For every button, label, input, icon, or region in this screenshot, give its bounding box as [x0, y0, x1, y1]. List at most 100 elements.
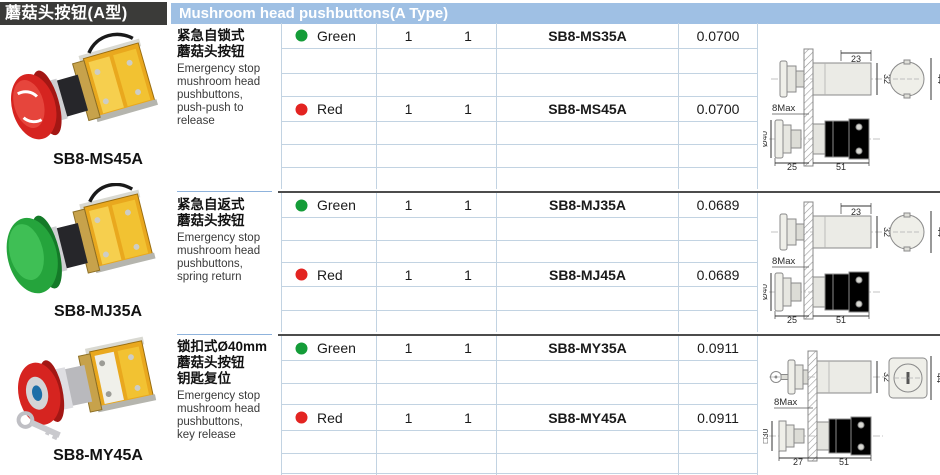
- divider: [177, 191, 272, 192]
- green-dot-icon: [295, 342, 308, 354]
- description-en-line: Emergency stop: [177, 390, 261, 402]
- color-name: Green: [317, 27, 356, 44]
- description-cn-line: 紧急自锁式: [177, 28, 245, 43]
- product-description: 紧急自返式 蘑菇头按钮 Emergency stop mushroom head…: [177, 197, 279, 284]
- product-photo-mushroom-red-icon: [10, 32, 158, 140]
- svg-text:32: 32: [882, 227, 892, 237]
- no-contacts-cell: 1: [404, 266, 413, 283]
- key-icon: [16, 411, 61, 441]
- svg-text:51: 51: [839, 457, 849, 465]
- svg-text:8Max: 8Max: [772, 103, 795, 114]
- weight-cell: 0.0689: [696, 197, 740, 213]
- svg-text:51: 51: [836, 315, 846, 323]
- weight-cell: 0.0911: [697, 340, 739, 356]
- svg-text:8Max: 8Max: [774, 397, 797, 408]
- description-cn-line: 蘑菇头按钮: [177, 44, 245, 59]
- table-row-empty: [282, 361, 757, 384]
- no-contacts-cell: 1: [404, 197, 413, 213]
- description-en-line: pushbuttons,: [177, 258, 243, 270]
- green-dot-icon: [295, 29, 308, 42]
- table-row: Green 1 1 SB8-MJ35A 0.0689: [282, 193, 757, 218]
- description-en-line: Emergency stop: [177, 232, 261, 244]
- product-description: 紧急自锁式 蘑菇头按钮 Emergency stop mushroom head…: [177, 28, 279, 128]
- description-en-line: spring return: [177, 271, 242, 283]
- description-en-line: mushroom head: [177, 76, 261, 88]
- svg-text:25: 25: [787, 315, 797, 323]
- product-photo-mushroom-green-icon: [6, 183, 156, 294]
- color-name: Green: [317, 197, 356, 213]
- description-en-line: mushroom head: [177, 403, 261, 415]
- product-model-caption: SB8-MJ35A: [53, 303, 143, 320]
- color-cell: Green: [282, 193, 377, 217]
- table-row-empty: [282, 384, 757, 405]
- table-row: Green 1 1 SB8-MS35A 0.0700: [282, 23, 757, 49]
- color-name: Red: [317, 266, 343, 283]
- table-row-empty: [282, 241, 757, 263]
- divider: [177, 334, 272, 335]
- table-row-empty: [282, 218, 757, 241]
- svg-text:32: 32: [882, 74, 892, 84]
- model-cell: SB8-MS45A: [497, 97, 679, 121]
- table-row-empty: [282, 431, 757, 454]
- description-en-line: Emergency stop: [177, 63, 261, 75]
- nc-contacts-cell: 1: [440, 405, 497, 430]
- svg-text:23: 23: [851, 207, 861, 217]
- weight-cell: 0.0700: [696, 101, 740, 117]
- nc-contacts-cell: 1: [440, 23, 497, 48]
- description-cn-line: 紧急自返式: [177, 197, 245, 212]
- divider: [278, 191, 940, 193]
- color-cell: Red: [282, 263, 377, 286]
- table-row-empty: [282, 122, 757, 145]
- description-cn-line: 锁扣式Ø40mm: [177, 339, 268, 354]
- table-row-empty: [282, 311, 757, 332]
- table-row-empty: [282, 454, 757, 475]
- model-cell: SB8-MY45A: [497, 405, 679, 430]
- weight-cell: 0.0911: [697, 409, 739, 426]
- svg-text:44: 44: [935, 373, 940, 383]
- table-section: Green 1 1 SB8-MJ35A 0.0689 Red 1 1 SB8-M…: [281, 193, 758, 332]
- no-contacts-cell: 1: [404, 409, 413, 426]
- svg-text:51: 51: [836, 162, 846, 170]
- svg-text:25: 25: [787, 162, 797, 170]
- description-cn-line: 钥匙复位: [177, 371, 231, 386]
- divider: [278, 334, 940, 336]
- color-name: Red: [317, 409, 343, 426]
- model-cell: SB8-MJ45A: [497, 263, 679, 286]
- model-cell: SB8-MJ35A: [497, 193, 679, 217]
- svg-text:8Max: 8Max: [772, 256, 795, 267]
- color-cell: Green: [282, 336, 377, 360]
- svg-text:27: 27: [793, 457, 803, 465]
- dimension-drawing: 23 32 44 8Max Ø40 25 51: [763, 201, 940, 323]
- no-contacts-cell: 1: [404, 27, 413, 44]
- table-row: Green 1 1 SB8-MY35A 0.0911: [282, 336, 757, 361]
- nc-contacts-cell: 1: [440, 193, 497, 217]
- table-row: Red 1 1 SB8-MY45A 0.0911: [282, 405, 757, 431]
- svg-text:□30: □30: [763, 428, 770, 443]
- description-cn-line: 蘑菇头按钮: [177, 355, 245, 370]
- product-model-caption: SB8-MY45A: [53, 447, 143, 464]
- red-dot-icon: [295, 103, 308, 115]
- category-label: 蘑菇头按钮(A型): [0, 2, 167, 25]
- svg-text:44: 44: [936, 74, 940, 84]
- color-cell: Green: [282, 23, 377, 48]
- table-row-empty: [282, 74, 757, 97]
- table-section: Green 1 1 SB8-MY35A 0.0911 Red 1 1 SB8-M…: [281, 336, 758, 475]
- nc-contacts-cell: 1: [440, 263, 497, 286]
- description-en-line: pushbuttons,: [177, 416, 243, 428]
- red-dot-icon: [295, 268, 308, 281]
- description-en-line: mushroom head: [177, 245, 261, 257]
- red-dot-icon: [295, 411, 308, 424]
- svg-text:23: 23: [851, 54, 861, 64]
- divider: [281, 473, 758, 474]
- page-title: Mushroom head pushbuttons(A Type): [171, 3, 940, 24]
- table-row-empty: [282, 49, 757, 74]
- description-cn-line: 蘑菇头按钮: [177, 213, 245, 228]
- no-contacts-cell: 1: [404, 340, 413, 356]
- nc-contacts-cell: 1: [440, 336, 497, 360]
- nc-contacts-cell: 1: [440, 97, 497, 121]
- no-contacts-cell: 1: [404, 101, 413, 117]
- svg-text:32: 32: [882, 372, 892, 382]
- product-photo-mushroom-key-icon: [16, 336, 157, 441]
- description-en-line: pushbuttons,: [177, 89, 243, 101]
- svg-text:Ø40: Ø40: [763, 131, 769, 147]
